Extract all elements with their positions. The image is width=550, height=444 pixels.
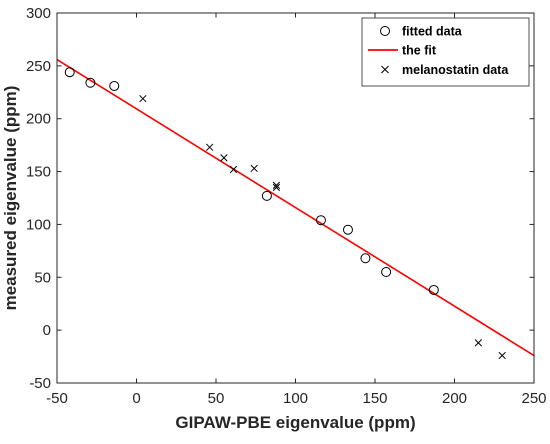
fitted-data-point bbox=[315, 215, 326, 226]
x-tick-label: 200 bbox=[442, 390, 467, 407]
legend: fitted data the fit melanostatin data bbox=[361, 17, 530, 87]
fitted-data-point bbox=[85, 77, 96, 88]
fit-line-layer bbox=[56, 58, 535, 357]
data-points-layer bbox=[64, 67, 506, 360]
legend-x-marker-icon bbox=[381, 65, 389, 74]
x-tick-label: -50 bbox=[46, 390, 68, 407]
melanostatin-data-point bbox=[220, 154, 228, 162]
x-tick-label: 50 bbox=[208, 390, 225, 407]
melanostatin-data-point bbox=[139, 94, 147, 103]
y-tick-label: 300 bbox=[26, 5, 51, 22]
x-tick-label: 0 bbox=[132, 390, 140, 407]
axis-ticks-layer: -50 0 50 100 150 200 250 -50 0 50 100 150 200 250 300 bbox=[26, 5, 547, 407]
fit-line bbox=[56, 58, 535, 357]
melanostatin-data-point bbox=[205, 143, 214, 151]
legend-label-the-fit: the fit bbox=[402, 44, 437, 58]
melanostatin-data-point bbox=[474, 339, 483, 347]
melanostatin-data-point bbox=[498, 351, 506, 360]
melanostatin-data-point bbox=[272, 181, 281, 189]
fitted-data-point bbox=[261, 190, 272, 201]
fitted-data-point bbox=[109, 80, 120, 91]
fitted-data-point bbox=[381, 267, 392, 277]
fitted-data-point bbox=[64, 67, 75, 78]
x-tick-label: 100 bbox=[283, 390, 308, 407]
fitted-data-point bbox=[360, 253, 371, 264]
melanostatin-data-point bbox=[229, 165, 238, 174]
y-tick-label: 0 bbox=[43, 322, 51, 339]
y-tick-label: 200 bbox=[26, 111, 51, 128]
legend-label-melanostatin-data: melanostatin data bbox=[402, 63, 509, 77]
fitted-data-point bbox=[342, 224, 353, 235]
y-tick-label: 250 bbox=[26, 58, 51, 75]
y-axis-title: measured eigenvalue (ppm) bbox=[1, 86, 20, 311]
legend-box bbox=[361, 17, 530, 87]
y-tick-label: 100 bbox=[26, 216, 51, 233]
y-tick-label: 50 bbox=[34, 269, 51, 286]
x-tick-label: 250 bbox=[521, 390, 546, 407]
melanostatin-data-point bbox=[272, 183, 281, 192]
x-axis-title: GIPAW-PBE eigenvalue (ppm) bbox=[175, 413, 415, 432]
legend-circle-marker-icon bbox=[380, 26, 390, 36]
fitted-data-point bbox=[428, 284, 439, 295]
melanostatin-data-point bbox=[250, 164, 258, 173]
y-tick-label: -50 bbox=[29, 375, 51, 392]
y-tick-label: 150 bbox=[26, 164, 51, 181]
legend-label-fitted-data: fitted data bbox=[402, 25, 463, 39]
x-tick-label: 150 bbox=[362, 390, 387, 407]
